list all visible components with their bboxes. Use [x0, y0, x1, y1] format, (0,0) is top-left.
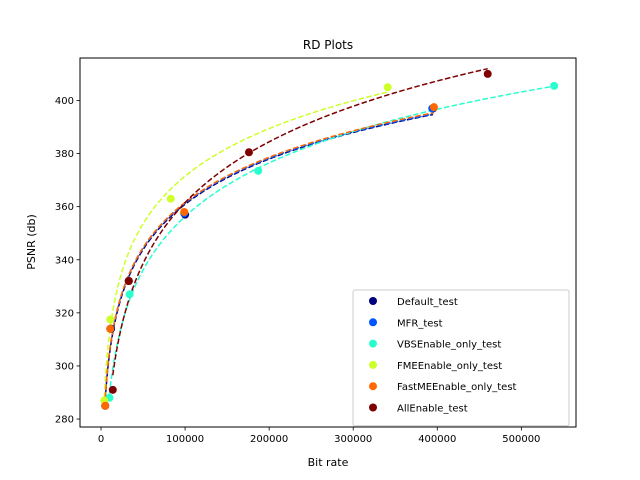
legend-marker-3: [369, 360, 377, 369]
data-point-4-0: [101, 401, 110, 410]
legend-marker-4: [369, 382, 377, 391]
trend-line-5: [112, 67, 488, 376]
data-point-4-1: [106, 324, 115, 333]
data-point-5-0: [108, 385, 117, 394]
y-tick-label-3: 340: [55, 255, 74, 266]
y-tick-label-6: 400: [55, 96, 74, 107]
data-point-3-1: [106, 315, 115, 324]
legend-label-1: MFR_test: [397, 318, 443, 329]
x-tick-label-3: 300000: [334, 434, 372, 445]
data-point-2-2: [254, 166, 263, 175]
x-tick-label-5: 500000: [502, 434, 540, 445]
y-tick-label-2: 320: [55, 308, 74, 319]
x-axis-title: Bit rate: [308, 456, 349, 469]
x-tick-label-1: 100000: [166, 434, 204, 445]
data-point-4-3: [180, 207, 189, 216]
legend-marker-5: [369, 403, 377, 412]
legend-marker-0: [369, 297, 377, 305]
data-point-5-2: [244, 148, 253, 157]
data-point-3-3: [383, 83, 392, 92]
data-point-5-3: [483, 69, 492, 78]
trend-line-0: [104, 113, 434, 401]
legend-label-0: Default_test: [397, 297, 458, 308]
y-tick-label-1: 300: [55, 361, 74, 372]
y-tick-label-0: 280: [55, 415, 74, 426]
data-point-5-1: [124, 276, 133, 285]
x-tick-label-2: 200000: [250, 434, 288, 445]
x-axis: 0 100000 200000 300000 400000 500000: [98, 427, 540, 445]
legend-label-3: FMEEnable_only_test: [397, 361, 502, 372]
legend-box: [352, 289, 570, 427]
y-tick-label-5: 380: [55, 149, 74, 160]
trend-line-4: [104, 111, 435, 398]
legend: Default_test MFR_test VBSEnable_only_test F…: [352, 289, 570, 427]
y-axis: 280 300 320 340 360 380 400: [55, 96, 80, 426]
legend-marker-2: [369, 339, 377, 348]
data-point-3-2: [166, 194, 175, 203]
trend-line-3: [103, 91, 388, 398]
legend-label-4: FastMEEnable_only_test: [397, 382, 517, 393]
data-point-4-4: [429, 103, 438, 112]
y-axis-title: PSNR (db): [25, 214, 38, 270]
data-point-2-3: [550, 81, 559, 90]
x-tick-label-0: 0: [98, 434, 104, 445]
y-tick-label-4: 360: [55, 202, 74, 213]
legend-label-5: AllEnable_test: [397, 404, 468, 415]
data-point-2-1: [125, 290, 134, 299]
legend-marker-1: [369, 318, 377, 327]
x-tick-label-4: 400000: [418, 434, 456, 445]
legend-label-2: VBSEnable_only_test: [397, 340, 501, 351]
plot-frame: [79, 57, 577, 428]
chart-title: RD Plots: [303, 38, 353, 52]
